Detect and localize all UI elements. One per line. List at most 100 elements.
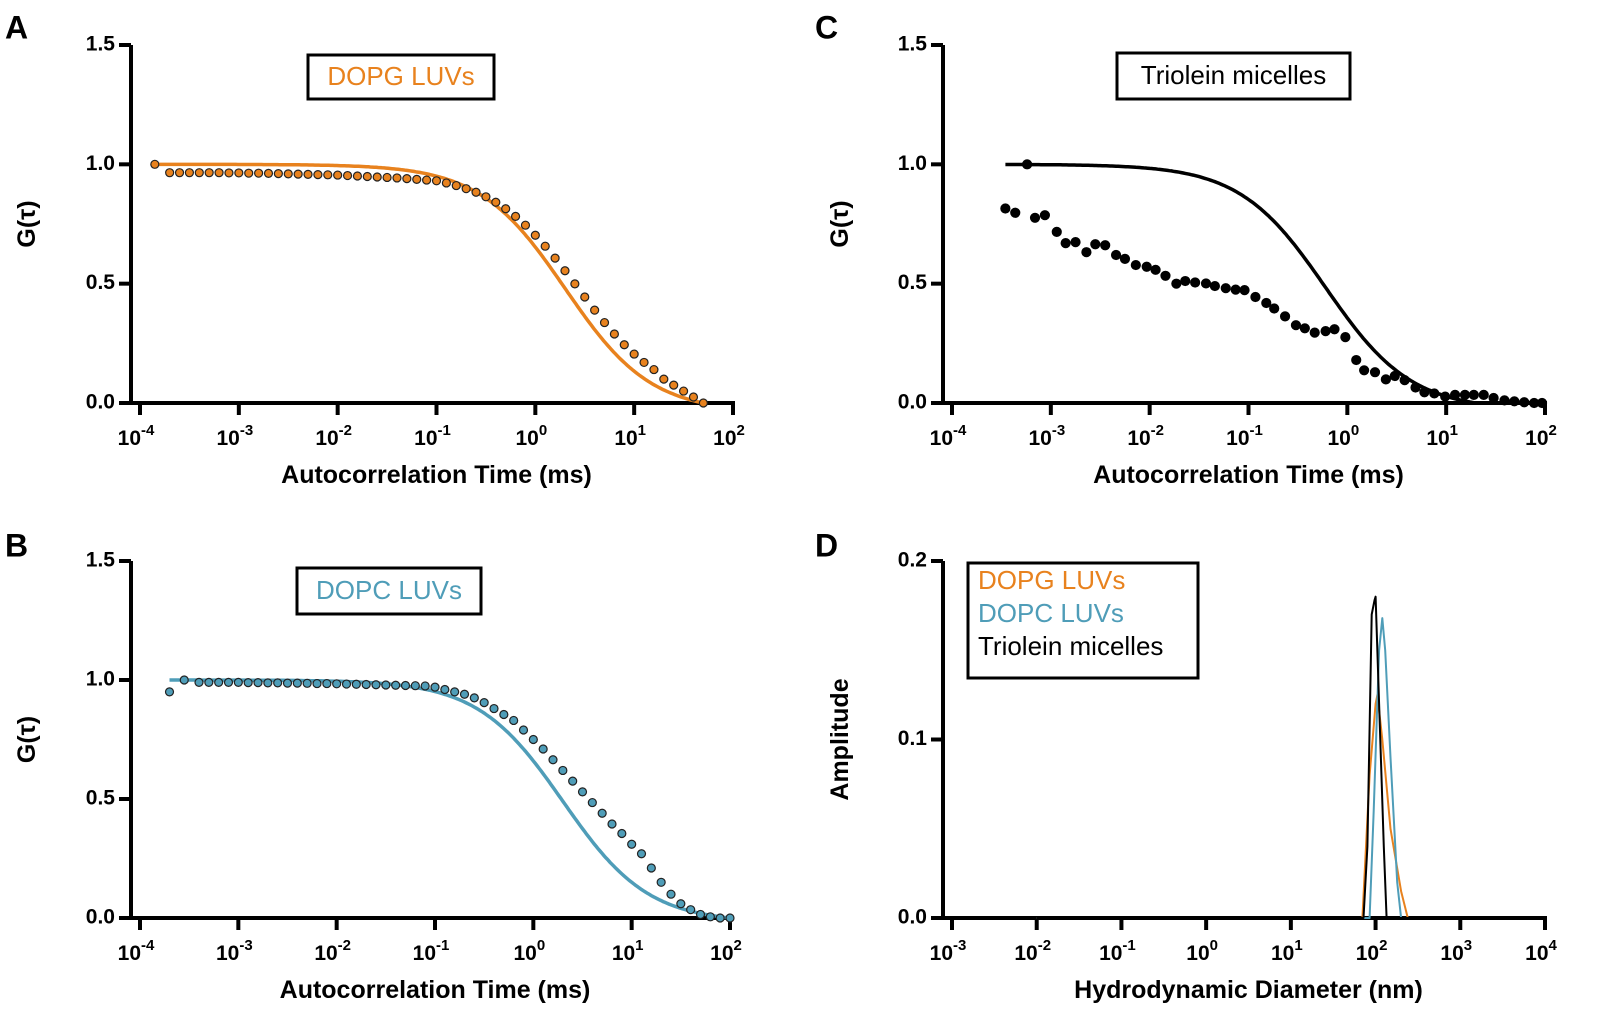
x-tick-base: 10 xyxy=(1271,942,1294,965)
x-tick-base: 10 xyxy=(713,427,736,450)
x-axis-title: Hydrodynamic Diameter (nm) xyxy=(1074,976,1423,1004)
data-point xyxy=(619,340,629,350)
x-tick-label: 10-4 xyxy=(118,422,155,450)
x-tick-label: 10-2 xyxy=(1127,422,1164,450)
data-point xyxy=(292,678,302,688)
data-point xyxy=(510,211,521,221)
data-point xyxy=(1190,277,1201,288)
data-point xyxy=(1051,226,1062,237)
x-tick-label: 102 xyxy=(710,937,742,965)
x-tick-label: 10-3 xyxy=(216,937,253,965)
data-point xyxy=(1200,278,1212,289)
x-tick-exponent: 0 xyxy=(1210,937,1218,954)
data-point xyxy=(253,678,263,688)
data-point xyxy=(1519,397,1530,408)
data-point xyxy=(282,678,293,688)
x-tick-label: 100 xyxy=(1186,937,1218,965)
data-point xyxy=(1220,283,1231,294)
data-point xyxy=(629,349,639,359)
data-point xyxy=(1478,389,1489,400)
x-tick-label: 10-4 xyxy=(118,937,155,965)
data-point xyxy=(323,170,333,180)
data-point xyxy=(1459,389,1471,400)
legend-box xyxy=(966,561,1200,680)
y-tick-label: 0.0 xyxy=(898,906,927,929)
data-point xyxy=(164,687,175,697)
x-tick-base: 10 xyxy=(1440,942,1463,965)
data-point xyxy=(688,392,699,402)
x-tick-base: 10 xyxy=(1356,942,1379,965)
x-tick-base: 10 xyxy=(614,427,637,450)
fit-curve xyxy=(169,678,731,920)
data-point xyxy=(332,679,342,689)
x-tick-base: 10 xyxy=(314,942,337,965)
data-point xyxy=(283,169,293,179)
x-tick-base: 10 xyxy=(118,942,141,965)
y-tick-label: 1.5 xyxy=(86,549,116,572)
data-point xyxy=(587,797,597,808)
data-point xyxy=(528,734,538,745)
data-point xyxy=(568,776,578,786)
data-point xyxy=(361,679,371,690)
data-point xyxy=(597,808,607,818)
data-point xyxy=(431,176,442,186)
data-point xyxy=(1100,240,1111,251)
data-point xyxy=(194,677,204,687)
data-point xyxy=(1449,389,1461,400)
data-point xyxy=(481,192,491,202)
chart-title: Triolein micelles xyxy=(1141,60,1326,90)
data-point xyxy=(1429,388,1440,399)
data-point xyxy=(509,715,519,726)
x-tick-exponent: 2 xyxy=(1549,422,1557,439)
x-tick-base: 10 xyxy=(710,942,733,965)
x-tick-base: 10 xyxy=(930,427,953,450)
x-tick-label: 102 xyxy=(713,422,745,450)
x-tick-label: 100 xyxy=(1327,422,1359,450)
x-tick-exponent: 2 xyxy=(734,937,742,954)
y-tick-label: 1.5 xyxy=(898,33,928,56)
data-point xyxy=(1261,297,1272,309)
data-point xyxy=(402,174,412,184)
y-tick-label: 0.2 xyxy=(898,549,927,572)
x-axis-title: Autocorrelation Time (ms) xyxy=(281,461,592,489)
data-point xyxy=(1290,320,1302,331)
data-point xyxy=(184,168,195,178)
data-point xyxy=(1060,237,1071,249)
data-point xyxy=(351,679,361,689)
data-point xyxy=(263,168,274,179)
x-tick-exponent: -4 xyxy=(141,422,155,439)
data-point xyxy=(548,755,558,765)
x-tick-exponent: 4 xyxy=(1549,937,1558,954)
data-point xyxy=(243,678,253,688)
panel-A: A0.00.51.01.510-4 10-3 10-2 10-1 100 101 102Au… xyxy=(5,9,745,489)
data-point xyxy=(1171,278,1182,289)
panel-label: A xyxy=(5,9,28,45)
x-tick-exponent: 1 xyxy=(1294,937,1302,954)
data-point xyxy=(609,329,620,339)
legend-box xyxy=(306,53,496,101)
data-point xyxy=(322,678,332,689)
fit-curve xyxy=(154,162,703,405)
data-point xyxy=(550,253,560,263)
data-point xyxy=(392,173,402,183)
x-tick-exponent: 1 xyxy=(638,422,646,439)
data-point xyxy=(1022,159,1033,170)
y-axis-title: Amplitude xyxy=(826,678,854,800)
data-point xyxy=(273,169,283,179)
data-point xyxy=(1130,259,1141,271)
data-point xyxy=(313,169,323,180)
data-point xyxy=(410,681,420,691)
y-tick-label: 0.5 xyxy=(86,271,116,294)
data-point xyxy=(1399,374,1410,386)
data-point xyxy=(459,689,470,699)
x-tick-label: 104 xyxy=(1525,937,1557,965)
data-point xyxy=(412,174,422,184)
data-point xyxy=(333,170,343,180)
data-point xyxy=(1440,391,1451,402)
data-point xyxy=(1509,396,1520,407)
legend-box xyxy=(295,566,483,616)
y-tick-label: 0.5 xyxy=(86,787,116,810)
data-point xyxy=(1110,249,1122,261)
data-point xyxy=(538,744,548,754)
data-point xyxy=(1536,397,1548,409)
